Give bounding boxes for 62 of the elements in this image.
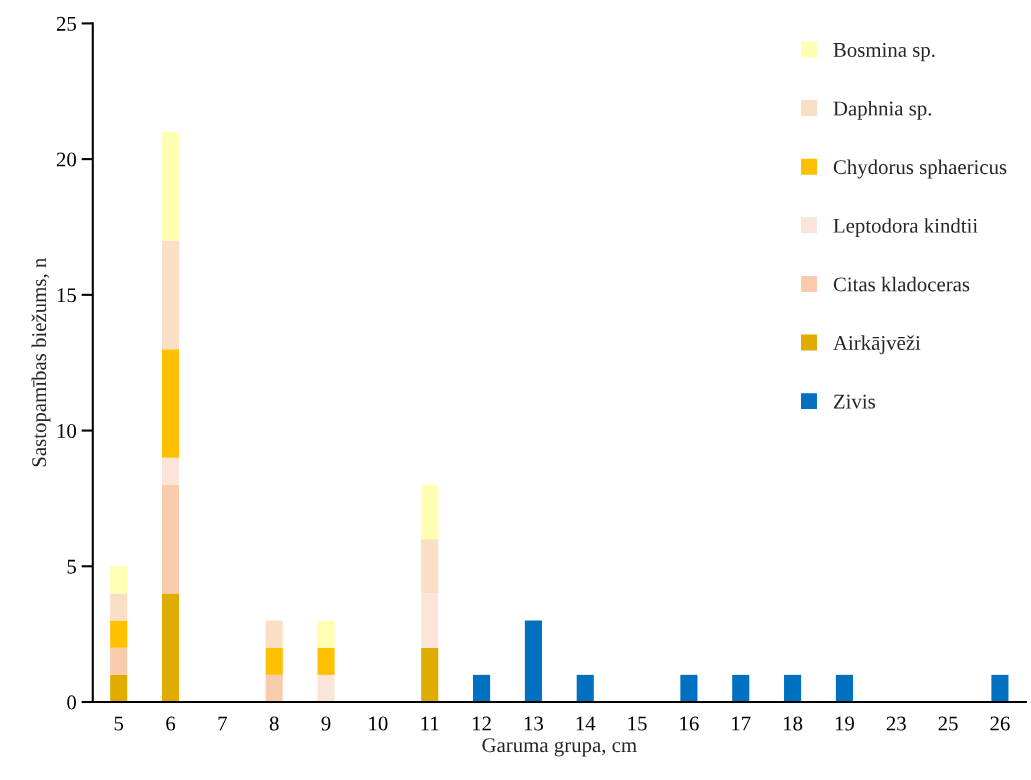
legend-label: Zivis [833,394,875,409]
bar [161,457,180,485]
bar [317,647,335,675]
x-tick-label: 25 [938,716,958,731]
bar [265,674,283,702]
y-tick-label: 5 [67,559,76,574]
x-tick-label: 19 [835,716,854,731]
bar [265,620,283,648]
bar [680,674,698,702]
y-axis-title: Sastopamības biežums, n [31,258,51,467]
bar [110,674,128,702]
bar [161,484,180,594]
x-tick-label: 6 [166,716,176,731]
bar [161,593,180,702]
bar [161,240,180,350]
bar [161,349,180,458]
x-axis-title: Garuma grupa, cm [482,738,637,757]
bar [991,674,1009,702]
bar [835,674,853,702]
legend-label: Bosmina sp. [833,42,935,62]
x-tick-label: 7 [218,716,227,731]
bar [732,674,750,702]
bar [421,647,439,702]
x-tick-label: 5 [114,716,124,731]
bar [421,539,439,594]
bar [784,674,802,702]
x-tick-label: 16 [680,716,699,731]
bar [110,647,128,675]
y-tick-label: 25 [56,16,76,31]
bar [110,620,128,648]
y-tick-label: 15 [57,288,76,303]
bar [265,647,283,675]
x-tick-label: 11 [421,716,439,731]
bar [317,674,335,702]
x-tick-label: 12 [472,716,491,731]
bar [421,593,439,648]
bar [473,674,491,702]
legend-label: Daphnia sp. [833,100,932,120]
bar [421,484,439,540]
x-tick-label: 13 [524,716,543,731]
x-tick-label: 14 [576,716,596,731]
bar [524,620,542,702]
bar [317,620,335,648]
bar [161,131,180,241]
bar [110,566,128,594]
legend-label: Chydorus sphaericus [833,159,1007,179]
y-tick-label: 10 [57,423,77,438]
legend-label: Citas kladoceras [833,276,970,292]
legend-label: Airkājvēži [833,335,921,355]
x-tick-label: 18 [784,716,803,731]
x-tick-label: 8 [269,716,279,731]
y-tick-label: 20 [56,152,77,167]
bar [110,593,128,621]
x-tick-label: 26 [990,716,1010,731]
x-tick-label: 17 [732,716,751,731]
bar [576,674,594,702]
legend-label: Leptodora kindtii [833,218,978,238]
x-tick-label: 23 [886,716,906,731]
x-tick-label: 10 [369,716,388,731]
x-tick-label: 9 [321,716,331,731]
y-tick-label: 0 [67,695,77,710]
x-tick-label: 15 [628,716,647,731]
